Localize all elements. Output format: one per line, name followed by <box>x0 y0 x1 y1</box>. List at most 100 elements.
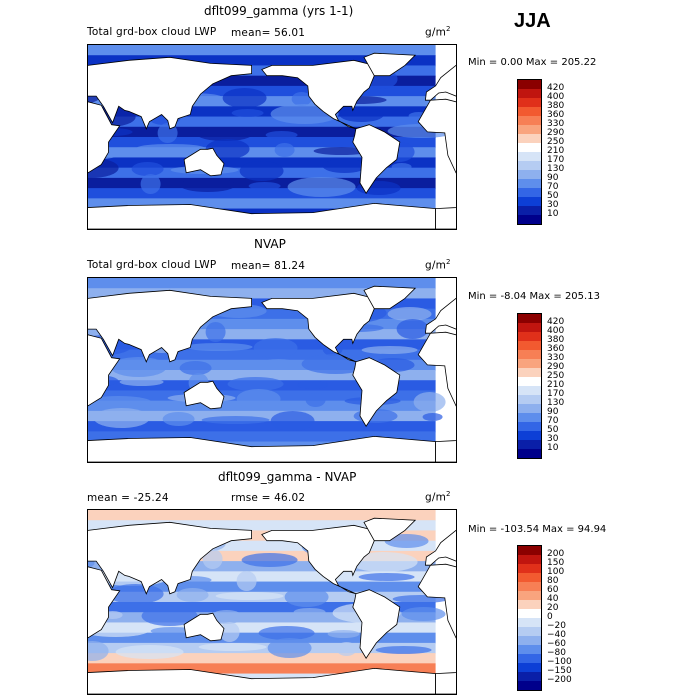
continent-outline <box>424 297 456 334</box>
panel2-colorbar <box>517 313 542 459</box>
field-band <box>88 198 436 210</box>
colorbar-swatch <box>518 591 541 600</box>
field-patch <box>296 381 329 389</box>
field-patch <box>287 177 356 197</box>
colorbar-label: 60 <box>547 585 559 595</box>
map-layer <box>88 45 456 229</box>
field-band <box>88 370 436 382</box>
field-band <box>88 571 436 583</box>
colorbar-label: −40 <box>547 630 566 640</box>
panel3-title: dflt099_gamma - NVAP <box>218 470 357 484</box>
colorbar-swatch <box>518 314 541 323</box>
field-patch <box>284 587 329 607</box>
field-patch <box>198 643 267 651</box>
field-patch <box>267 638 312 658</box>
field-patch <box>219 622 240 642</box>
field-patch <box>119 378 164 386</box>
colorbar-label: 0 <box>547 612 553 622</box>
field-patch <box>253 338 298 358</box>
field-patch <box>258 626 315 640</box>
field-patch <box>387 307 432 321</box>
field-band <box>88 622 436 634</box>
field-patch <box>88 396 153 410</box>
field-patch <box>201 416 270 424</box>
colorbar-swatch <box>518 395 541 404</box>
continent-outline <box>417 98 456 174</box>
panel1-title: dflt099_gamma (yrs 1-1) <box>204 4 354 18</box>
field-patch <box>391 163 412 171</box>
colorbar-label: −200 <box>547 675 572 685</box>
colorbar-label: 170 <box>547 155 565 165</box>
continent-outline <box>363 52 417 77</box>
colorbar-swatch <box>518 600 541 609</box>
colorbar-swatch <box>518 564 541 573</box>
colorbar-swatch <box>518 215 541 224</box>
field-patch <box>401 607 446 621</box>
field-patch <box>396 319 429 339</box>
colorbar-label: −100 <box>547 657 572 667</box>
field-patch <box>231 109 264 117</box>
field-patch <box>227 377 284 391</box>
panel1-mean: mean= 56.01 <box>231 27 306 39</box>
field-band <box>88 632 436 644</box>
field-band <box>88 612 436 624</box>
colorbar-swatch <box>518 413 541 422</box>
panel3-units: g/m2 <box>425 490 451 504</box>
colorbar-swatch <box>518 431 541 440</box>
colorbar-label: 130 <box>547 398 565 408</box>
panel2-units: g/m2 <box>425 258 451 272</box>
colorbar-label: 290 <box>547 362 565 372</box>
field-patch <box>375 646 432 654</box>
field-band <box>88 147 436 159</box>
field-band <box>88 55 436 67</box>
colorbar-swatch <box>518 636 541 645</box>
colorbar-label: 380 <box>547 335 565 345</box>
colorbar-swatch <box>518 368 541 377</box>
colorbar-label: 130 <box>547 164 565 174</box>
field-patch <box>210 610 243 624</box>
continent-outline <box>435 672 456 694</box>
field-patch <box>327 630 360 638</box>
colorbar-label: −150 <box>547 666 572 676</box>
field-band <box>88 85 436 98</box>
colorbar-swatch <box>518 546 541 555</box>
field-patch <box>361 346 418 354</box>
field-patch <box>274 143 295 157</box>
field-patch <box>205 139 250 159</box>
colorbar-swatch <box>518 80 541 89</box>
colorbar-swatch <box>518 582 541 591</box>
colorbar-swatch <box>518 359 541 368</box>
field-patch <box>248 182 281 190</box>
colorbar-label: 330 <box>547 119 565 129</box>
colorbar-label: 170 <box>547 389 565 399</box>
panel1-minmax: Min = 0.00 Max = 205.22 <box>468 57 597 68</box>
continent-outline <box>183 147 225 177</box>
field-patch <box>205 322 226 342</box>
field-band <box>88 116 436 128</box>
panel2-subtitle: Total grd-box cloud LWP <box>87 259 217 271</box>
panel3-rmse: rmse = 46.02 <box>231 492 306 504</box>
field-patch <box>339 108 384 122</box>
panel1-colorbar <box>517 79 542 225</box>
colorbar-swatch <box>518 197 541 206</box>
colorbar-label: 50 <box>547 425 559 435</box>
field-patch <box>136 144 205 152</box>
colorbar-swatch <box>518 609 541 618</box>
continent-outline <box>417 331 456 407</box>
panel3-minmax: Min = -103.54 Max = 94.94 <box>468 524 607 535</box>
continent-outline <box>435 440 456 462</box>
field-band <box>88 45 436 57</box>
field-band <box>88 318 436 331</box>
field-patch <box>110 357 167 377</box>
field-patch <box>291 92 312 106</box>
colorbar-swatch <box>518 573 541 582</box>
panel1-subtitle: Total grd-box cloud LWP <box>87 26 217 38</box>
field-patch <box>413 392 446 412</box>
colorbar-label: 330 <box>547 353 565 363</box>
colorbar-label: 90 <box>547 173 559 183</box>
colorbar-swatch <box>518 404 541 413</box>
continent-outline <box>352 124 401 194</box>
field-band <box>88 653 436 665</box>
field-band <box>88 520 436 532</box>
field-band <box>88 410 436 423</box>
